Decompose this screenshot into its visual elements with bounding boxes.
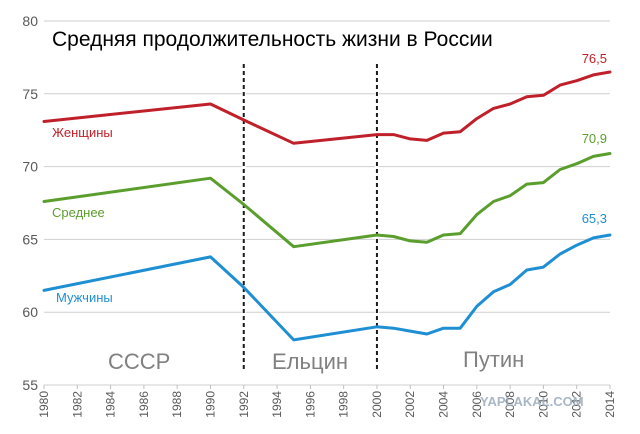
y-tick-label-80: 80 xyxy=(22,13,38,29)
era-label-ussr: СССР xyxy=(108,349,170,374)
x-tick-label-2014: 2014 xyxy=(603,391,617,418)
y-axis-ticks: 55 60 65 70 75 80 xyxy=(22,13,38,393)
y-tick-label-60: 60 xyxy=(22,304,38,320)
x-tick-label-1992: 1992 xyxy=(237,391,251,418)
x-tick-label-2010: 2010 xyxy=(536,391,550,418)
x-tick-label-1994: 1994 xyxy=(270,391,284,418)
x-tick-label-2008: 2008 xyxy=(503,391,517,418)
x-tick-label-2002: 2002 xyxy=(403,391,417,418)
x-tick-label-1998: 1998 xyxy=(337,391,351,418)
era-dividers xyxy=(241,64,379,370)
y-tick-label-70: 70 xyxy=(22,159,38,175)
y-tick-label-65: 65 xyxy=(22,231,38,247)
series-label-men: Мужчины xyxy=(56,290,113,305)
watermark: YAPLAKAL.COM xyxy=(480,394,584,409)
x-tick-label-2006: 2006 xyxy=(470,391,484,418)
chart-title: Средняя продолжительность жизни в России xyxy=(52,28,493,51)
series-lines xyxy=(42,70,612,342)
x-tick-label-1980: 1980 xyxy=(37,391,51,418)
x-axis-ticks: 1980 1982 1984 1986 1988 1990 1992 1994 1996 1998… xyxy=(37,385,617,418)
y-tick-label-55: 55 xyxy=(22,377,38,393)
x-tick-label-2000: 2000 xyxy=(370,391,384,418)
series-line-men xyxy=(42,233,612,342)
series-line-average xyxy=(42,152,612,249)
x-tick-label-1984: 1984 xyxy=(104,391,118,418)
era-label-yeltsin: Ельцин xyxy=(272,349,348,374)
x-tick-label-1990: 1990 xyxy=(203,391,217,418)
grid-lines xyxy=(44,20,610,386)
x-tick-label-1982: 1982 xyxy=(70,391,84,418)
end-value-label-average: 70,9 xyxy=(582,131,607,146)
series-line-women xyxy=(42,70,612,145)
era-label-putin: Путин xyxy=(463,347,524,372)
x-tick-label-2012: 2012 xyxy=(570,391,584,418)
x-tick-label-2004: 2004 xyxy=(437,391,451,418)
y-tick-label-75: 75 xyxy=(22,86,38,102)
x-tick-label-1986: 1986 xyxy=(137,391,151,418)
series-label-average: Среднее xyxy=(52,205,105,220)
end-value-label-women: 76,5 xyxy=(582,51,607,66)
x-tick-label-1988: 1988 xyxy=(170,391,184,418)
x-tick-label-1996: 1996 xyxy=(303,391,317,418)
end-value-label-men: 65,3 xyxy=(582,211,607,226)
series-labels: Женщины 76,5 Среднее 70,9 Мужчины 65,3 xyxy=(52,51,607,305)
series-label-women: Женщины xyxy=(52,125,113,140)
